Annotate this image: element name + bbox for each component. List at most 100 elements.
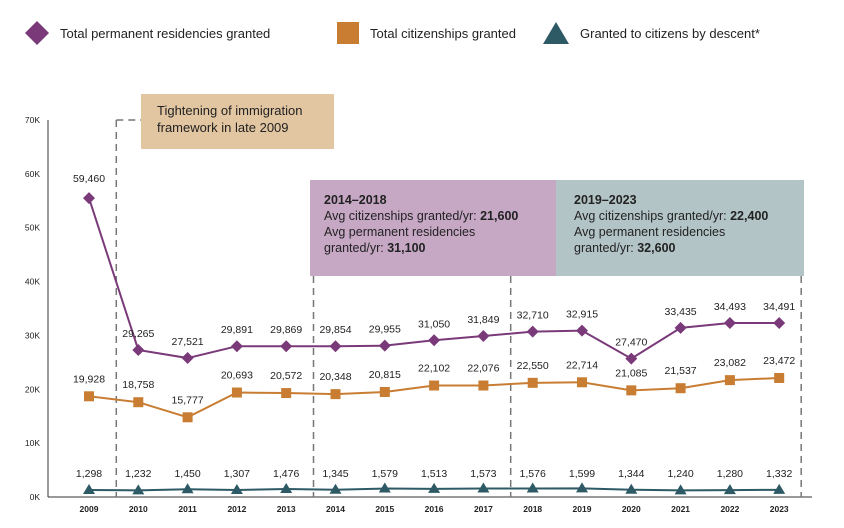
data-label-pr-2023: 34,491 [763,301,795,313]
y-tick-label: 60K [25,169,40,179]
period1-cit-prefix: Avg citizenships granted/yr: [324,209,481,223]
point-desc-2014 [329,483,342,494]
point-desc-2012 [230,483,243,494]
y-tick-label: 40K [25,277,40,287]
period1-cit-value: 21,600 [480,209,519,223]
point-desc-2010 [132,484,145,495]
data-label-cit-2020: 21,085 [615,367,647,379]
point-cit-2020 [626,385,637,396]
period2-cit-prefix: Avg citizenships granted/yr: [574,209,731,223]
point-pr-2016 [428,334,441,347]
data-label-pr-2013: 29,869 [270,324,302,336]
data-label-desc-2023: 1,332 [766,468,792,480]
x-tick-label: 2021 [671,504,690,514]
x-tick-label: 2010 [129,504,148,514]
point-desc-2018 [526,482,539,493]
y-tick-label: 70K [25,115,40,125]
point-cit-2009 [84,391,94,402]
point-pr-2013 [280,340,293,353]
data-label-desc-2015: 1,579 [372,468,398,480]
period1-pr-value: 31,100 [387,241,426,255]
x-tick-label: 2022 [720,504,739,514]
period1-pr-prefix: granted/yr: [324,241,388,255]
y-tick-label: 20K [25,384,40,394]
point-pr-2022 [723,317,736,330]
legend-item-pr: Total permanent residencies granted [24,18,270,48]
data-label-desc-2010: 1,232 [125,468,151,480]
data-label-desc-2013: 1,476 [273,468,299,480]
point-desc-2023 [773,483,786,494]
y-tick-label: 0K [30,492,41,502]
data-label-pr-2009: 59,460 [73,173,105,185]
data-label-cit-2017: 22,076 [467,363,499,375]
x-tick-label: 2020 [622,504,641,514]
data-label-pr-2018: 32,710 [517,310,549,322]
data-label-desc-2016: 1,513 [421,468,447,480]
data-label-cit-2011: 15,777 [172,394,204,406]
point-pr-2012 [230,340,243,353]
legend-label-pr: Total permanent residencies granted [60,25,271,41]
data-label-desc-2018: 1,576 [520,468,546,480]
legend-label-cit: Total citizenships granted [370,25,516,41]
point-cit-2022 [724,375,735,386]
legend-label-desc: Granted to citizens by descent* [580,25,760,41]
point-desc-2019 [576,482,588,493]
point-pr-2020 [625,352,638,365]
data-label-pr-2021: 33,435 [665,306,697,318]
x-tick-label: 2016 [425,504,444,514]
y-tick-label: 30K [25,330,40,340]
point-desc-2009 [83,484,95,495]
point-desc-2015 [378,482,391,493]
point-pr-2023 [773,317,786,330]
data-label-pr-2016: 31,050 [418,318,450,330]
data-label-desc-2019: 1,599 [569,468,595,480]
point-pr-2014 [329,340,342,353]
square-icon [337,22,359,44]
data-label-cit-2022: 23,082 [714,357,746,369]
data-label-cit-2018: 22,550 [517,360,549,372]
point-desc-2021 [674,484,687,495]
point-desc-2020 [625,483,638,494]
diamond-icon [25,21,49,45]
x-tick-label: 2013 [277,504,296,514]
x-tick-label: 2017 [474,504,493,514]
period2-cit-value: 22,400 [730,209,769,223]
data-label-cit-2023: 23,472 [763,355,795,367]
data-label-pr-2011: 27,521 [172,336,204,348]
point-cit-2015 [379,386,390,397]
data-label-desc-2020: 1,344 [618,468,644,480]
data-label-cit-2015: 20,815 [369,369,401,381]
point-pr-2011 [181,352,194,365]
period1-pr-line1: Avg permanent residencies [324,225,476,239]
data-label-desc-2012: 1,307 [224,468,250,480]
data-label-cit-2012: 20,693 [221,370,253,382]
data-label-pr-2015: 29,955 [369,324,401,336]
triangle-icon [543,22,569,44]
period2-title: 2019–2023 [574,193,637,207]
point-cit-2017 [478,380,489,391]
point-pr-2010 [132,343,145,356]
period2-pr-line1: Avg permanent residencies [574,225,726,239]
point-pr-2019 [576,324,588,337]
data-label-desc-2011: 1,450 [174,468,200,480]
point-cit-2013 [281,388,292,399]
annotation-period-2014-2018: 2014–2018 Avg citizenships granted/yr: 2… [310,180,556,276]
data-label-cit-2021: 21,537 [665,365,697,377]
point-pr-2009 [83,192,95,205]
y-tick-label: 50K [25,223,40,233]
legend-item-cit: Total citizenships granted [336,18,516,48]
point-cit-2019 [577,377,587,388]
period2-pr-value: 32,600 [637,241,676,255]
point-cit-2023 [774,372,785,383]
x-tick-label: 2015 [375,504,394,514]
data-label-desc-2009: 1,298 [76,468,102,480]
point-cit-2016 [429,380,440,391]
data-label-pr-2012: 29,891 [221,324,253,336]
point-cit-2018 [527,377,538,388]
point-cit-2010 [133,397,144,408]
data-label-desc-2021: 1,240 [667,468,693,480]
data-label-pr-2014: 29,854 [319,324,351,336]
point-cit-2021 [675,383,686,394]
data-label-cit-2016: 22,102 [418,363,450,375]
